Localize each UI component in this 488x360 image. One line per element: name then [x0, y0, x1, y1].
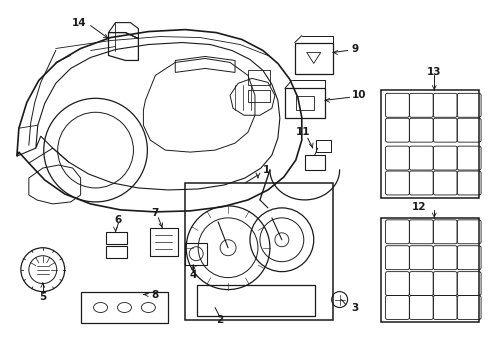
Bar: [185, 183, 332, 320]
Bar: [185, 243, 207, 265]
Bar: [247, 90, 269, 102]
Bar: [294, 42, 332, 75]
Text: 13: 13: [426, 67, 441, 77]
Text: 5: 5: [39, 292, 46, 302]
Text: 3: 3: [351, 302, 358, 312]
Text: 12: 12: [411, 202, 426, 212]
Bar: [197, 285, 314, 316]
Text: 7: 7: [151, 208, 159, 218]
Bar: [81, 292, 168, 323]
Text: 2: 2: [216, 315, 224, 325]
Text: 11: 11: [295, 127, 309, 137]
Bar: [285, 88, 324, 118]
Text: 10: 10: [351, 90, 366, 100]
Bar: [304, 155, 324, 170]
Text: 14: 14: [71, 18, 86, 28]
Text: 8: 8: [151, 289, 159, 300]
Text: 9: 9: [351, 44, 358, 54]
Bar: [381, 218, 478, 323]
Bar: [105, 232, 127, 244]
Bar: [381, 90, 478, 198]
Bar: [105, 246, 127, 258]
Bar: [247, 71, 269, 85]
Bar: [295, 96, 313, 110]
Bar: [150, 228, 178, 256]
Text: 4: 4: [189, 270, 197, 280]
Text: 6: 6: [115, 215, 122, 225]
Text: 1: 1: [263, 165, 270, 175]
Bar: [315, 140, 330, 152]
